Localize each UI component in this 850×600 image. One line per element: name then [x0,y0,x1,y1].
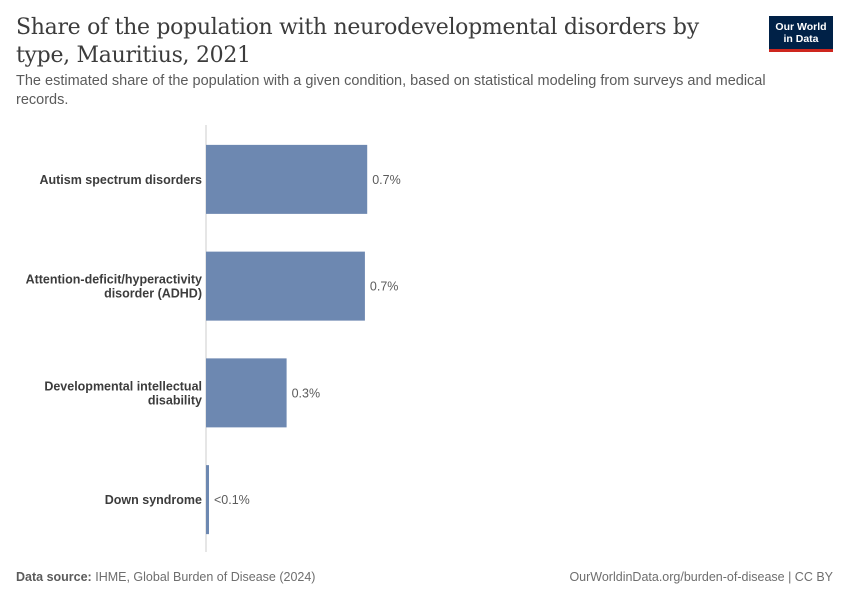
data-source: Data source: IHME, Global Burden of Dise… [16,570,315,584]
bar [206,358,287,428]
value-label: 0.3% [292,386,321,400]
logo-line-1: Our World [775,21,827,33]
footer-url[interactable]: OurWorldinData.org/burden-of-disease | C… [569,570,833,584]
owid-logo[interactable]: Our World in Data [769,16,833,52]
value-label: 0.7% [372,173,401,187]
chart-subtitle: The estimated share of the population wi… [16,73,766,108]
bar [206,144,368,214]
data-source-text[interactable]: IHME, Global Burden of Disease (2024) [95,570,316,584]
category-label: Down syndrome [105,493,202,507]
logo-line-2: in Data [783,33,819,45]
bar [206,465,209,535]
value-label: 0.7% [370,280,399,294]
value-label: <0.1% [214,493,250,507]
category-label: Autism spectrum disorders [39,173,202,187]
data-source-label: Data source: [16,570,92,584]
chart-title: Share of the population with neurodevelo… [16,15,699,68]
category-label: Developmental intellectual disability [44,379,202,407]
bar [206,251,365,321]
category-label: Attention-deficit/hyperactivity disorder … [26,273,202,301]
